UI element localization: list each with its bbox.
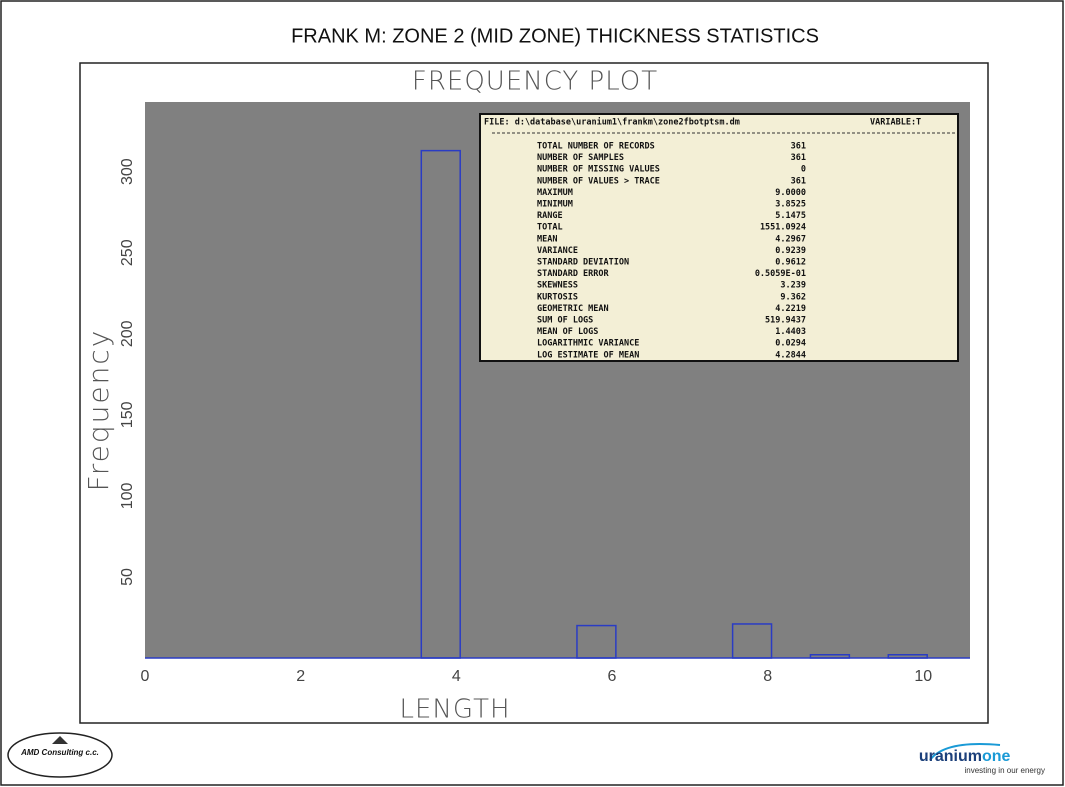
stat-label: SKEWNESS [537,281,578,291]
chart-title: FREQUENCY PLOT [412,67,658,97]
logo-text: AMD Consulting c.c. [20,748,99,757]
stat-label: STANDARD DEVIATION [537,258,629,268]
x-tick-label: 8 [763,668,772,685]
stat-value: 0 [801,165,806,175]
stats-box [479,113,959,362]
logo-tagline: investing in our energy [965,766,1046,775]
x-tick-label: 2 [296,668,305,685]
slide-title: FRANK M: ZONE 2 (MID ZONE) THICKNESS STA… [291,25,819,47]
x-tick-label: 4 [452,668,461,685]
logo-swoosh [929,743,1001,761]
y-tick-label: 150 [119,401,136,428]
stat-value: 9.362 [780,292,806,302]
stat-label: MINIMUM [537,200,573,210]
stat-label: NUMBER OF SAMPLES [537,153,624,163]
x-tick-label: 10 [914,668,932,685]
stat-label: VARIANCE [537,246,578,256]
stat-value: 4.2844 [775,350,806,360]
stat-value: 1551.0924 [760,223,806,233]
stats-file: FILE: d:\database\uranium1\frankm\zone2f… [484,117,740,128]
stat-value: 5.1475 [775,211,806,221]
stat-label: MAXIMUM [537,188,573,198]
logo-mark [52,736,68,744]
stat-value: 361 [791,153,806,163]
y-axis-label: Frequency [82,329,115,492]
stat-label: KURTOSIS [537,292,578,302]
amd-logo: AMD Consulting c.c. [7,732,113,778]
uraniumone-logo: uranium one investing in our energy [919,743,1046,775]
stat-label: MEAN OF LOGS [537,327,598,337]
stat-value: 1.4403 [775,327,806,337]
x-tick-label: 0 [141,668,150,685]
y-tick-label: 250 [119,239,136,266]
stat-label: NUMBER OF VALUES > TRACE [537,176,660,186]
stat-value: 3.8525 [775,200,806,210]
stat-value: 519.9437 [765,316,806,326]
stat-value: 0.9612 [775,258,806,268]
y-tick-label: 50 [119,568,136,586]
x-axis-label: LENGTH [399,695,510,725]
stat-label: RANGE [537,211,563,221]
stat-label: LOGARITHMIC VARIANCE [537,339,639,349]
logo-text-a: uranium [919,748,982,765]
stat-label: TOTAL NUMBER OF RECORDS [537,142,655,152]
logo-text-b: one [982,748,1011,765]
stat-value: 361 [791,142,806,152]
stat-value: 0.5059E-01 [755,269,806,279]
stat-value: 0.9239 [775,246,806,256]
stat-value: 4.2967 [775,234,806,244]
stats-variable: VARIABLE:T [870,118,921,128]
stat-value: 9.0000 [775,188,806,198]
stats-panel: FILE: d:\database\uranium1\frankm\zone2f… [479,113,959,362]
stat-value: 4.2219 [775,304,806,314]
logo-ring [7,732,113,778]
stat-label: MEAN [537,234,557,244]
stat-label: GEOMETRIC MEAN [537,304,609,314]
stat-value: 3.239 [780,281,806,291]
stat-label: SUM OF LOGS [537,316,593,326]
x-tick-label: 6 [608,668,617,685]
y-tick-label: 100 [119,482,136,509]
y-tick-label: 200 [119,320,136,347]
stat-value: 361 [791,176,806,186]
stat-label: STANDARD ERROR [537,269,610,279]
y-tick-label: 300 [119,158,136,185]
stat-label: TOTAL [537,223,563,233]
stat-label: LOG ESTIMATE OF MEAN [537,350,639,360]
stat-label: NUMBER OF MISSING VALUES [537,165,660,175]
stat-value: 0.0294 [775,339,806,349]
